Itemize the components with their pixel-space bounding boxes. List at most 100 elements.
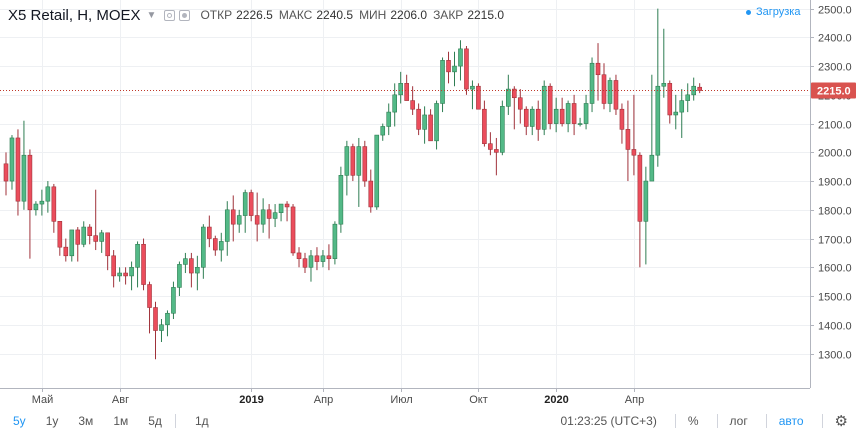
candle-body [607, 80, 613, 104]
x-tick-label: Июл [390, 394, 412, 406]
x-tick-label: 2020 [544, 394, 568, 406]
y-tick-label: 2500.0 [818, 5, 852, 17]
candle [589, 57, 595, 113]
open-label: ОТКР [200, 8, 233, 22]
candle [523, 106, 529, 136]
candle-body [440, 60, 445, 104]
last-price-marker: 2215.0 [0, 82, 856, 99]
candle-body [631, 149, 637, 156]
candle-body [500, 106, 505, 153]
candle-body [165, 312, 170, 326]
candle [93, 189, 98, 251]
candle-body [356, 146, 362, 176]
candle [601, 63, 607, 110]
symbol-title[interactable]: X5 Retail, H, MOEX [8, 6, 141, 24]
candle [685, 83, 691, 113]
auto-toggle[interactable]: авто [778, 413, 804, 428]
candle-body [619, 108, 625, 130]
y-tick-label: 2300.0 [818, 62, 852, 74]
candle [332, 221, 338, 265]
candle [494, 137, 499, 176]
candle [278, 203, 284, 222]
candle [559, 97, 565, 127]
candle-body [159, 324, 164, 331]
candle [153, 301, 158, 360]
percent-toggle[interactable]: % [687, 413, 699, 428]
timeframe-1d[interactable]: 1д [194, 413, 209, 428]
gear-icon[interactable]: ⚙ [834, 412, 848, 430]
price-axis: 1300.0 1400.0 1500.0 1600.0 1700.0 1800.0 1900… [810, 0, 852, 388]
candle-body [625, 129, 631, 150]
candle-body [350, 146, 356, 176]
candle-body [464, 48, 469, 90]
candle [314, 247, 320, 271]
candle-body [99, 232, 104, 242]
candle-body [559, 108, 565, 124]
candle [248, 189, 254, 222]
candle-body [332, 223, 338, 259]
candle-body [601, 74, 607, 104]
candle [3, 152, 9, 196]
candle-body [320, 255, 326, 262]
settings-icon[interactable] [179, 9, 191, 21]
candle-body [260, 209, 266, 225]
candle [392, 83, 398, 127]
y-tick-label: 1700.0 [818, 235, 852, 247]
timeframe-1y[interactable]: 1y [45, 413, 59, 428]
candle-body [135, 243, 140, 268]
candle [189, 252, 194, 288]
candle [428, 109, 433, 142]
candle-body [595, 62, 601, 76]
candle [476, 83, 481, 110]
candle-body [248, 192, 254, 216]
x-tick-label: Апр [625, 394, 644, 406]
timeframe-3m[interactable]: 3м [78, 413, 94, 428]
candle-body [213, 238, 218, 251]
candle-body [338, 175, 344, 225]
eye-icon[interactable] [164, 9, 176, 21]
candle-body [147, 284, 152, 308]
candle [260, 198, 266, 233]
x-tick-label: Окт [469, 394, 488, 406]
candle [39, 189, 45, 216]
candle [535, 100, 541, 141]
candle [338, 166, 344, 233]
candle-body [296, 252, 302, 259]
candle-body [57, 221, 63, 248]
candle-body [398, 83, 403, 96]
candle [266, 204, 272, 239]
candle [517, 89, 523, 124]
candle [637, 152, 643, 268]
y-tick-label: 2000.0 [818, 148, 852, 160]
candle [230, 195, 236, 242]
time-axis: Май Авг 2019 Апр Июл Окт 2020 Апр [0, 388, 810, 406]
candle-body [416, 108, 421, 130]
candle-body [362, 146, 368, 182]
log-toggle[interactable]: лог [729, 413, 748, 428]
timeframe-5y[interactable]: 5y [13, 413, 26, 428]
candle-body [517, 97, 523, 110]
candle-body [278, 203, 284, 213]
candle-body [224, 209, 230, 242]
candle [218, 232, 224, 262]
price-chart[interactable]: 1300.0 1400.0 1500.0 1600.0 1700.0 1800.0 1900… [0, 0, 856, 406]
toolbar-right: 01:23:25 (UTC+3) % лог авто ⚙ [560, 406, 856, 435]
candle [506, 74, 511, 115]
chevron-down-icon[interactable]: ▼ [146, 9, 157, 21]
candle [368, 169, 374, 213]
candle [649, 74, 655, 182]
timeframe-5d[interactable]: 5д [148, 413, 162, 428]
x-tick-label: 2019 [239, 394, 263, 406]
timeframe-1m[interactable]: 1м [113, 413, 129, 428]
candle-body [649, 154, 655, 182]
loading-status: Загрузка [746, 6, 800, 18]
candle-body [236, 215, 242, 225]
x-tick-label: Апр [314, 394, 333, 406]
candle-body [284, 203, 290, 208]
candle [21, 120, 27, 210]
candle [458, 40, 463, 81]
candle [410, 86, 415, 115]
candle [242, 189, 248, 233]
y-tick-label: 1800.0 [818, 206, 852, 218]
candle-body [583, 103, 589, 124]
